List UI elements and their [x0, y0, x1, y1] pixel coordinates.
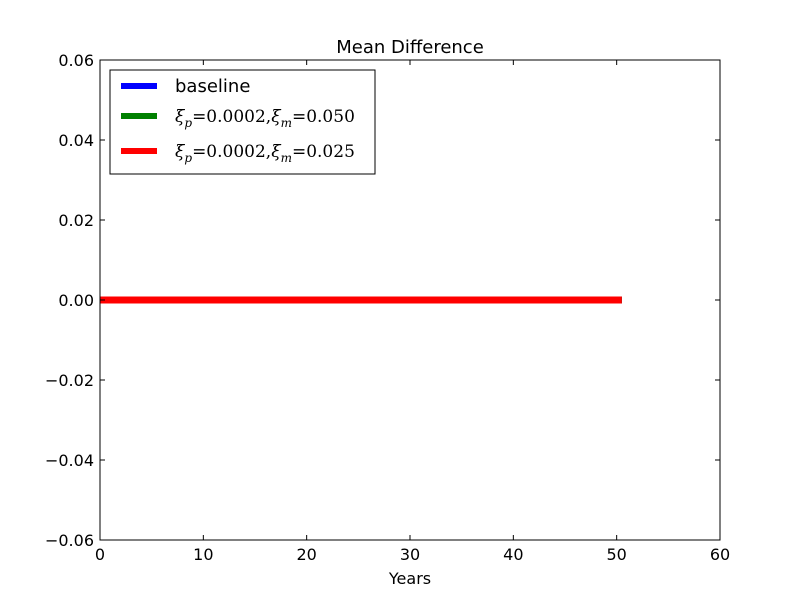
legend-label-series-2: ξp=0.0002,ξm=0.050 [175, 107, 355, 130]
x-tick-label: 0 [95, 545, 105, 564]
x-axis-label: Years [388, 569, 431, 588]
y-axis: 0.06 0.04 0.02 0.00 −0.02 −0.04 −0.06 [45, 51, 720, 550]
legend: baseline ξp=0.0002,ξm=0.050 ξp=0.0002,ξm… [109, 69, 376, 175]
x-axis: 0 10 20 30 40 50 60 [95, 60, 730, 564]
y-tick-label: −0.02 [45, 371, 94, 390]
x-tick-label: 20 [296, 545, 316, 564]
y-tick-label: 0.00 [58, 291, 94, 310]
x-tick-label: 30 [400, 545, 420, 564]
y-tick-label: −0.06 [45, 531, 94, 550]
x-tick-label: 40 [503, 545, 523, 564]
legend-label-series-3: ξp=0.0002,ξm=0.025 [175, 142, 355, 165]
y-tick-label: −0.04 [45, 451, 94, 470]
y-tick-label: 0.06 [58, 51, 94, 70]
chart-title: Mean Difference [336, 37, 484, 58]
x-tick-label: 60 [710, 545, 730, 564]
x-tick-label: 10 [193, 545, 213, 564]
legend-label-baseline: baseline [175, 76, 250, 97]
x-tick-label: 50 [606, 545, 626, 564]
y-tick-label: 0.04 [58, 131, 94, 150]
y-tick-label: 0.02 [58, 211, 94, 230]
